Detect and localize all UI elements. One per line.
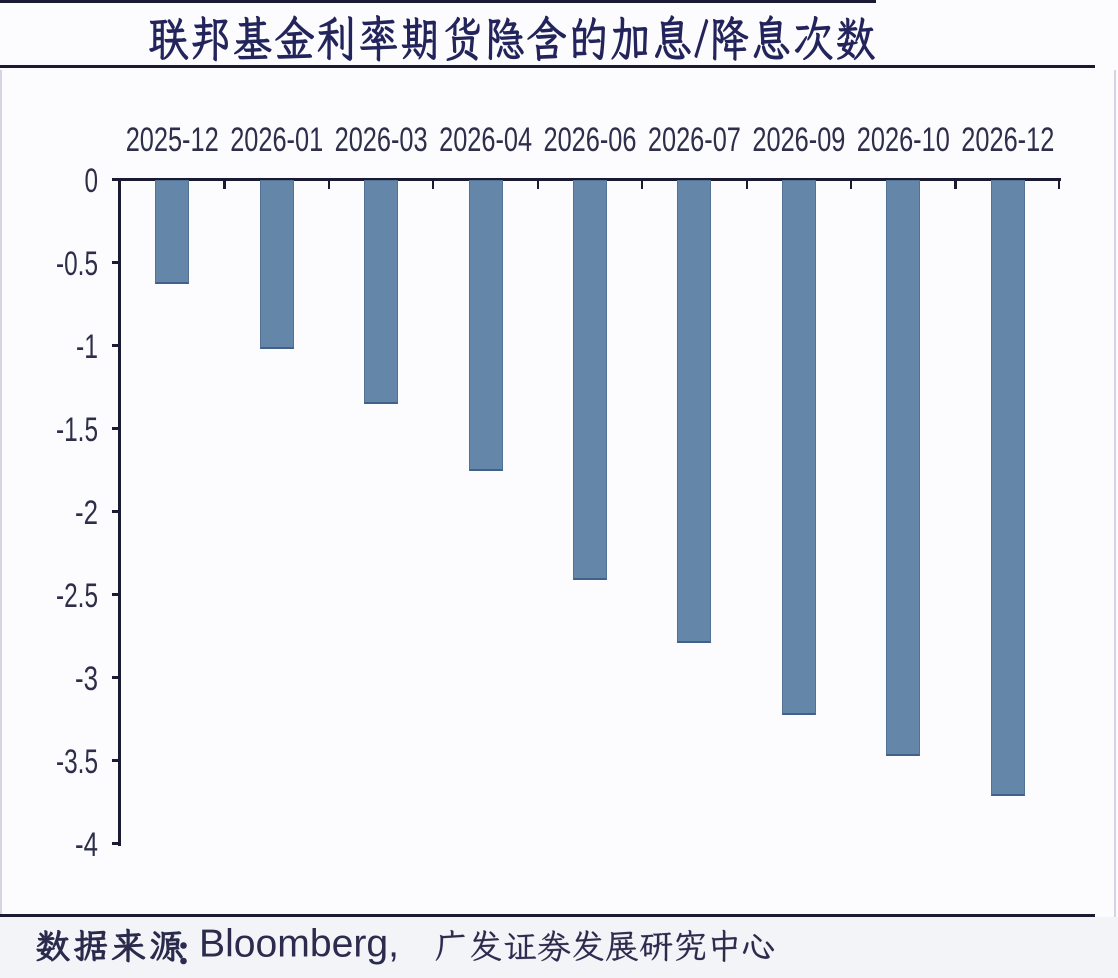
svg-text:2026-06: 2026-06 bbox=[544, 121, 637, 159]
svg-text:2026-01: 2026-01 bbox=[230, 121, 323, 159]
svg-text:-4: -4 bbox=[75, 826, 98, 864]
svg-text:-1: -1 bbox=[76, 328, 98, 366]
svg-text:-1.5: -1.5 bbox=[56, 411, 98, 449]
svg-text:2026-10: 2026-10 bbox=[857, 121, 950, 159]
svg-text:2026-03: 2026-03 bbox=[335, 121, 428, 159]
svg-text:2026-07: 2026-07 bbox=[648, 121, 741, 159]
svg-text:-0.5: -0.5 bbox=[56, 245, 98, 283]
svg-text:-2.5: -2.5 bbox=[56, 577, 98, 615]
svg-text:-2: -2 bbox=[75, 494, 98, 532]
svg-text:2026-12: 2026-12 bbox=[961, 121, 1054, 159]
svg-text:2026-04: 2026-04 bbox=[439, 121, 532, 159]
svg-text:0: 0 bbox=[85, 162, 99, 200]
svg-text:-3.5: -3.5 bbox=[56, 743, 98, 781]
svg-text:Bloomberg,: Bloomberg, bbox=[199, 923, 399, 966]
svg-text:2026-09: 2026-09 bbox=[752, 121, 845, 159]
svg-text:-3: -3 bbox=[75, 660, 98, 698]
svg-text:2025-12: 2025-12 bbox=[126, 121, 219, 159]
